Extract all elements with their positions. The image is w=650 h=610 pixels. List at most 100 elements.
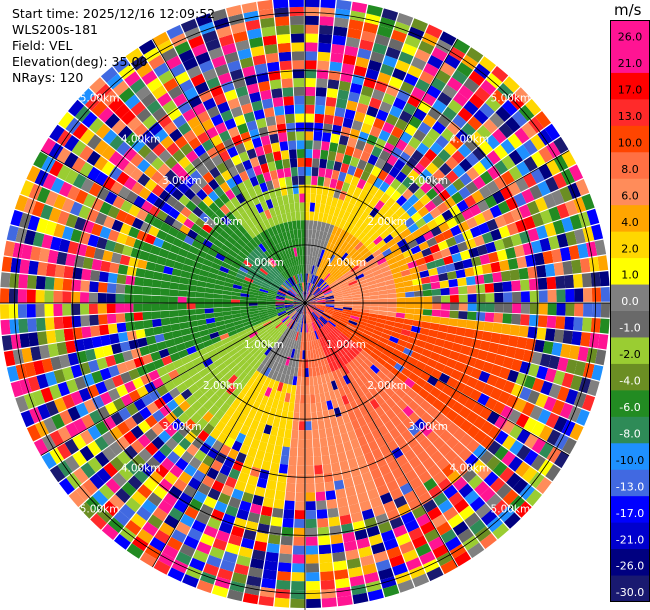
range-gate bbox=[452, 164, 466, 178]
range-gate bbox=[410, 211, 422, 223]
range-gate bbox=[311, 167, 319, 177]
range-gate bbox=[424, 200, 437, 212]
range-gate bbox=[275, 303, 285, 305]
range-gate bbox=[551, 189, 565, 206]
range-gate bbox=[290, 348, 296, 358]
range-gate bbox=[373, 177, 384, 189]
range-gate bbox=[116, 274, 127, 285]
range-gate bbox=[318, 428, 327, 439]
range-gate bbox=[305, 193, 311, 203]
range-gate bbox=[88, 303, 98, 315]
range-gate bbox=[278, 177, 286, 188]
range-gate bbox=[367, 283, 378, 290]
range-gate bbox=[184, 418, 196, 431]
range-gate bbox=[313, 131, 323, 141]
range-gate bbox=[545, 464, 561, 482]
range-gate bbox=[318, 33, 333, 44]
range-gate bbox=[197, 200, 209, 212]
range-gate bbox=[399, 131, 413, 144]
range-gate bbox=[426, 237, 438, 248]
range-gate bbox=[231, 440, 243, 452]
range-gate bbox=[305, 332, 307, 342]
range-gate bbox=[297, 305, 304, 313]
range-gate bbox=[305, 291, 308, 301]
range-gate bbox=[456, 462, 471, 477]
range-gate bbox=[317, 338, 322, 348]
range-gate bbox=[293, 303, 303, 305]
range-gate bbox=[118, 332, 129, 343]
range-gate bbox=[188, 245, 200, 255]
range-gate bbox=[374, 80, 388, 93]
range-gate bbox=[226, 177, 237, 189]
range-gate bbox=[216, 324, 227, 332]
range-gate bbox=[101, 523, 119, 540]
range-gate bbox=[89, 77, 106, 94]
range-gate bbox=[309, 376, 314, 386]
range-gate bbox=[292, 420, 299, 431]
range-gate bbox=[245, 520, 259, 532]
range-gate bbox=[461, 229, 474, 241]
range-gate bbox=[91, 258, 103, 271]
range-gate bbox=[249, 156, 260, 168]
range-gate bbox=[594, 239, 607, 256]
range-gate bbox=[479, 340, 491, 352]
range-gate bbox=[187, 229, 198, 240]
range-gate bbox=[76, 350, 88, 364]
range-gate bbox=[429, 244, 441, 254]
range-gate bbox=[529, 303, 539, 315]
range-gate bbox=[335, 227, 343, 237]
range-gate bbox=[226, 384, 237, 395]
range-gate bbox=[251, 549, 266, 561]
range-gate bbox=[262, 171, 272, 182]
range-gate bbox=[203, 207, 215, 218]
range-gate bbox=[183, 129, 197, 143]
range-gate bbox=[309, 323, 313, 332]
range-gate bbox=[526, 200, 540, 216]
range-gate bbox=[302, 255, 305, 265]
range-gate bbox=[438, 372, 451, 384]
range-gate bbox=[497, 82, 514, 100]
range-gate bbox=[262, 497, 274, 508]
range-gate bbox=[320, 579, 335, 590]
range-gate bbox=[175, 254, 186, 264]
range-gate bbox=[273, 331, 281, 340]
range-gate bbox=[473, 430, 488, 444]
range-gate bbox=[318, 317, 326, 325]
range-gate bbox=[183, 535, 199, 550]
range-gate bbox=[292, 286, 298, 294]
range-gate bbox=[230, 245, 241, 255]
range-gate bbox=[141, 393, 154, 407]
range-gate bbox=[145, 335, 157, 346]
range-gate bbox=[553, 172, 567, 189]
range-gate bbox=[375, 395, 386, 406]
range-gate bbox=[407, 65, 423, 79]
range-gate bbox=[310, 322, 315, 332]
range-gate bbox=[565, 389, 579, 405]
range-gate bbox=[260, 316, 270, 323]
range-gate bbox=[39, 344, 51, 359]
range-gate bbox=[418, 388, 430, 400]
range-gate bbox=[328, 516, 341, 527]
range-gate bbox=[465, 217, 478, 229]
range-gate bbox=[264, 209, 272, 220]
range-gate bbox=[303, 273, 305, 283]
range-gate bbox=[27, 215, 40, 231]
range-gate bbox=[258, 441, 268, 452]
range-gate bbox=[461, 385, 474, 398]
range-gate bbox=[293, 78, 305, 88]
range-gate bbox=[51, 413, 65, 430]
range-gate bbox=[269, 287, 278, 293]
range-gate bbox=[284, 303, 294, 306]
range-gate bbox=[322, 288, 332, 294]
range-gate bbox=[250, 45, 265, 57]
range-gate bbox=[104, 113, 120, 129]
range-gate bbox=[164, 233, 176, 244]
range-gate bbox=[276, 123, 287, 134]
range-gate bbox=[257, 154, 267, 165]
range-gate bbox=[290, 438, 298, 448]
range-gate bbox=[250, 390, 260, 401]
range-gate bbox=[242, 159, 253, 171]
range-gate bbox=[169, 128, 183, 142]
range-gate bbox=[287, 194, 295, 204]
range-gate bbox=[310, 349, 314, 359]
